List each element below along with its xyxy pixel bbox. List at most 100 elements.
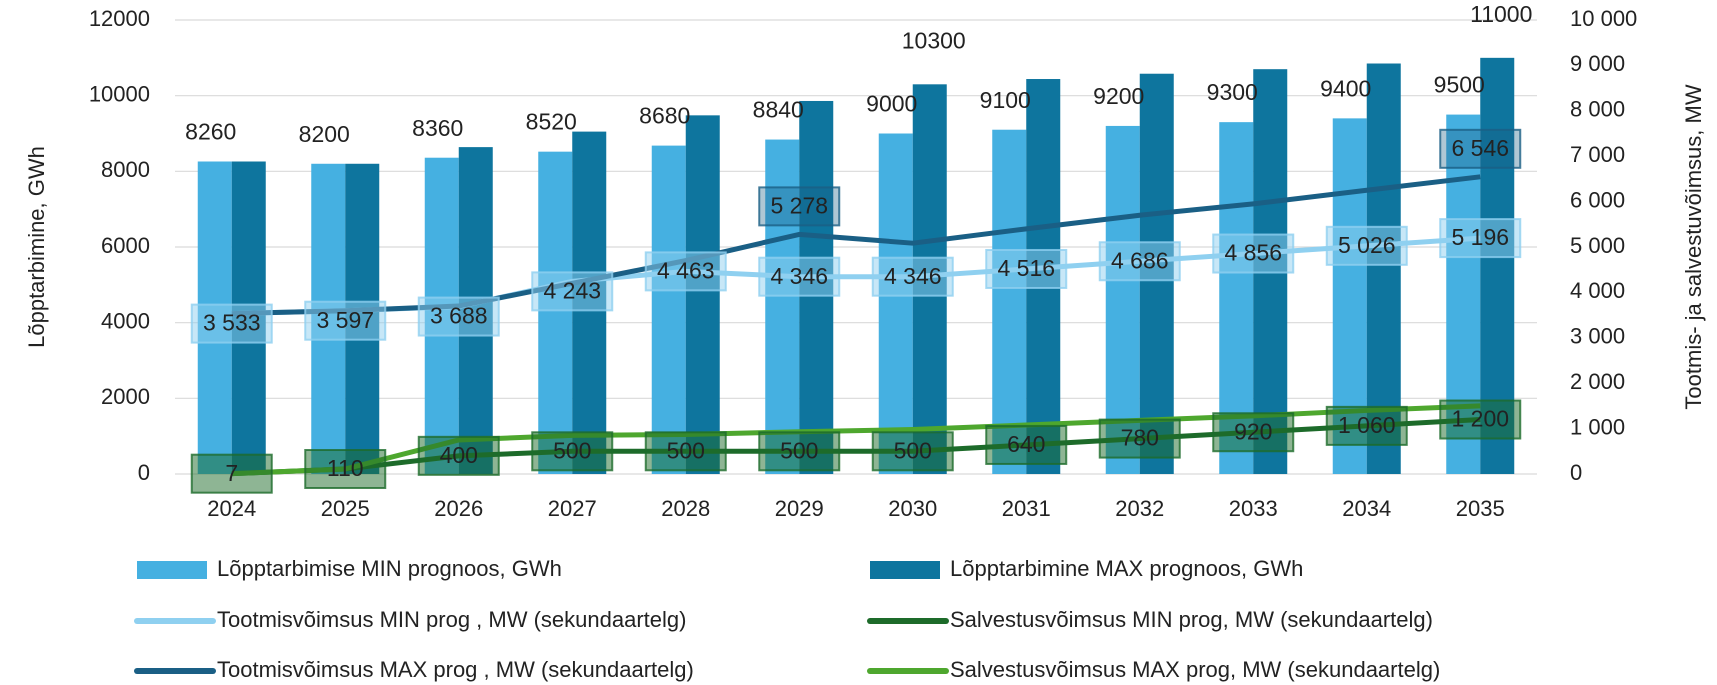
legend-label: Salvestusvõimsus MAX prog, MW (sekundaar…	[950, 657, 1440, 682]
y2-tick-label: 5 000	[1570, 233, 1625, 258]
bar	[538, 151, 573, 474]
line-value-text: 780	[1121, 425, 1159, 451]
line-value-label: 500	[531, 431, 614, 472]
line-value-label: 5 196	[1439, 218, 1522, 259]
label-box	[304, 449, 387, 490]
y-tick-label: 8000	[101, 157, 150, 182]
y2-tick-label: 1 000	[1570, 414, 1625, 439]
legend-label: Lõpptarbimise MIN prognoos, GWh	[217, 556, 562, 581]
line-value-text: 4 346	[884, 263, 942, 289]
y-tick-label: 0	[138, 460, 150, 485]
bar-value-label: 9000	[866, 91, 917, 117]
label-box	[304, 300, 387, 341]
line-value-text: 6 546	[1451, 135, 1509, 161]
label-box	[531, 431, 614, 472]
line-value-label: 110	[304, 449, 387, 490]
bar-value-label: 10300	[902, 27, 966, 53]
label-box	[190, 453, 273, 494]
bar	[992, 129, 1027, 474]
label-box	[871, 431, 954, 472]
line-value-text: 3 533	[203, 310, 261, 336]
label-box	[985, 424, 1068, 465]
legend-swatch	[870, 561, 940, 579]
legend-label: Tootmisvõimsus MIN prog , MW (sekundaart…	[217, 607, 686, 632]
line-value-text: 4 856	[1224, 240, 1282, 266]
bar-value-label: 8260	[185, 119, 236, 145]
y-tick-label: 4000	[101, 308, 150, 333]
line-value-label: 4 463	[644, 251, 727, 292]
y-tick-label: 6000	[101, 233, 150, 258]
bar-value-label: 8680	[639, 103, 690, 129]
x-tick-label: 2025	[321, 496, 370, 521]
line-value-text: 5 278	[770, 192, 828, 218]
y2-tick-label: 7 000	[1570, 142, 1625, 167]
bar-value-label: 9300	[1207, 79, 1258, 105]
y2-tick-label: 6 000	[1570, 187, 1625, 212]
bar	[878, 133, 913, 474]
label-box	[1439, 399, 1522, 440]
legend-label: Lõpptarbimine MAX prognoos, GWh	[950, 556, 1303, 581]
label-box	[644, 431, 727, 472]
y-tick-label: 12000	[89, 6, 150, 31]
bar	[651, 145, 686, 474]
grid	[175, 19, 1537, 475]
y2-tick-label: 8 000	[1570, 97, 1625, 122]
line-value-label: 3 688	[417, 296, 500, 337]
label-box	[758, 186, 841, 227]
bar	[1366, 63, 1401, 475]
legend-item: Tootmisvõimsus MAX prog , MW (sekundaart…	[134, 657, 694, 682]
line-value-label: 1 060	[1325, 405, 1408, 446]
bar-value-label: 8840	[753, 97, 804, 123]
line-value-label: 4 346	[871, 256, 954, 297]
legend-label: Tootmisvõimsus MAX prog , MW (sekundaart…	[217, 657, 694, 682]
x-tick-label: 2033	[1229, 496, 1278, 521]
label-box	[985, 248, 1068, 289]
line-value-text: 1 060	[1338, 412, 1396, 438]
line-value-label: 4 516	[985, 248, 1068, 289]
label-box	[1325, 225, 1408, 266]
legend-item: Salvestusvõimsus MIN prog, MW (sekundaar…	[867, 607, 1433, 632]
x-tick-label: 2031	[1002, 496, 1051, 521]
line-value-text: 3 688	[430, 303, 488, 329]
line-value-label: 1 200	[1439, 399, 1522, 440]
x-tick-label: 2030	[888, 496, 937, 521]
label-box	[417, 435, 500, 476]
line-value-text: 110	[327, 455, 364, 481]
line-value-text: 500	[553, 437, 591, 463]
bar-value-label: 8200	[299, 121, 350, 147]
line-value-text: 640	[1007, 431, 1045, 457]
legend-item: Tootmisvõimsus MIN prog , MW (sekundaart…	[134, 607, 686, 632]
label-box	[644, 251, 727, 292]
line-value-text: 920	[1234, 418, 1272, 444]
label-box	[758, 431, 841, 472]
label-box	[1439, 128, 1522, 169]
y-tick-label: 10000	[89, 81, 150, 106]
line-value-text: 1 200	[1451, 406, 1509, 432]
line-value-label: 5 026	[1325, 225, 1408, 266]
bar-value-label: 8520	[526, 109, 577, 135]
line-value-text: 4 346	[770, 263, 828, 289]
line-value-text: 400	[440, 442, 478, 468]
y2-tick-label: 4 000	[1570, 278, 1625, 303]
x-tick-label: 2024	[207, 496, 256, 521]
bar-value-label: 9100	[980, 87, 1031, 113]
line-value-text: 3 597	[316, 307, 374, 333]
bar	[765, 139, 800, 474]
line-value-text: 4 243	[543, 277, 601, 303]
label-box	[1325, 405, 1408, 446]
y2-tick-label: 9 000	[1570, 51, 1625, 76]
line-value-text: 4 463	[657, 257, 715, 283]
x-tick-label: 2029	[775, 496, 824, 521]
legend-item: Lõpptarbimise MIN prognoos, GWh	[137, 556, 562, 581]
y2-tick-label: 0	[1570, 460, 1582, 485]
x-tick-label: 2027	[548, 496, 597, 521]
label-box	[190, 303, 273, 344]
line-value-label: 500	[644, 431, 727, 472]
line-value-label: 5 278	[758, 186, 841, 227]
line-value-label: 500	[871, 431, 954, 472]
line-value-text: 500	[667, 437, 705, 463]
y2-axis-label: Tootmis- ja salvestuvõimsus, MW	[1681, 84, 1706, 409]
line-value-label: 500	[758, 431, 841, 472]
y-tick-label: 2000	[101, 384, 150, 409]
